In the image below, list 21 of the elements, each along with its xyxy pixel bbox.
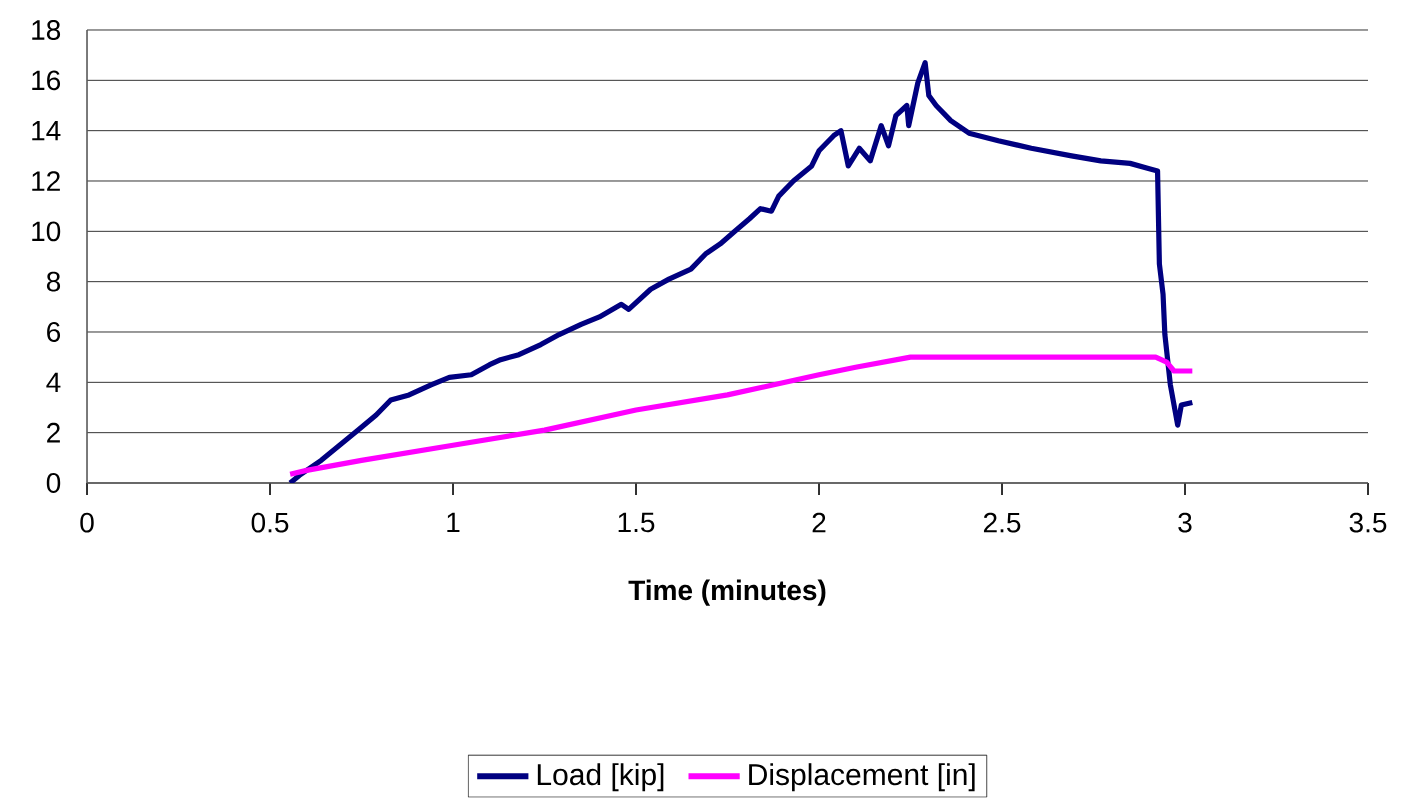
x-tick-label: 3 — [1178, 512, 1192, 533]
y-tick-label: 16 — [32, 70, 61, 91]
y-tick-label: 14 — [32, 121, 61, 141]
y-tick-label: 4 — [46, 372, 61, 393]
x-tick-label: 0.5 — [251, 512, 289, 533]
legend-label: Load [kip] — [537, 763, 664, 792]
x-tick-label: 1 — [447, 512, 460, 533]
x-tick-label: 2.5 — [983, 512, 1021, 533]
y-tick-label: 0 — [46, 473, 61, 494]
y-tick-label: 10 — [32, 221, 61, 242]
y-tick-label: 12 — [32, 171, 60, 192]
x-tick-label: 0 — [80, 512, 94, 533]
x-axis-title: Time (minutes) — [628, 579, 826, 606]
x-tick-label: 3.5 — [1349, 512, 1387, 533]
legend-label: Displacement [in] — [749, 763, 975, 792]
y-tick-label: 2 — [47, 423, 60, 443]
y-tick-label: 18 — [32, 20, 61, 41]
x-tick-label: 1.5 — [618, 512, 655, 533]
y-tick-label: 6 — [47, 322, 61, 343]
y-tick-label: 8 — [46, 271, 61, 292]
x-tick-label: 2 — [812, 512, 826, 533]
